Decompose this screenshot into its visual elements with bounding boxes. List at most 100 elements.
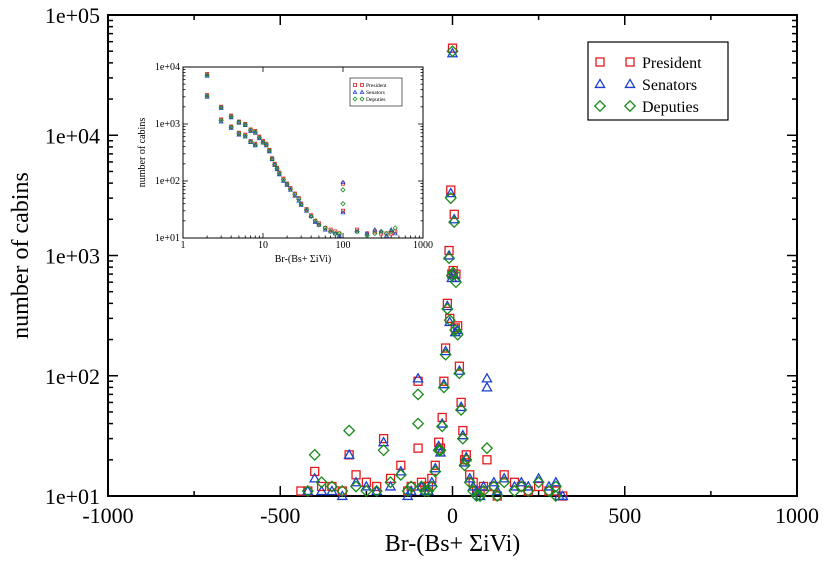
x-tick-label: 0 (447, 503, 458, 528)
inset-data-point-deputies (252, 129, 258, 135)
data-point-deputies (336, 484, 349, 498)
data-point-deputies (448, 215, 461, 229)
data-point-deputies (549, 489, 562, 503)
data-point-senators (412, 372, 424, 383)
data-point-senators (315, 485, 328, 496)
data-point-president (499, 470, 509, 480)
data-point-deputies (315, 476, 328, 489)
data-point-deputies (405, 480, 418, 493)
inset-data-point-president (372, 229, 377, 234)
data-point-senators (336, 490, 348, 501)
inset-data-point-senators (383, 232, 390, 238)
legend-marker-deputies (623, 99, 637, 113)
inset-legend-marker-senators (359, 89, 365, 94)
data-point-deputies (449, 323, 462, 337)
data-point-deputies (434, 444, 447, 457)
data-point-senators (515, 476, 528, 487)
inset-legend-marker-president (360, 83, 364, 87)
data-point-president (372, 481, 382, 492)
data-point-senators (457, 429, 469, 440)
legend-marker-senators (624, 78, 636, 89)
y-tick-label: 1e+04 (45, 123, 100, 148)
inset-data-point-president (328, 227, 333, 232)
inset-data-point-deputies (383, 230, 390, 237)
data-point-deputies (401, 484, 414, 498)
inset-data-point-senators (340, 179, 346, 185)
inset-data-point-deputies (280, 177, 287, 183)
data-point-deputies (360, 484, 373, 498)
inset-data-point-president (253, 141, 258, 146)
data-point-senators (308, 472, 321, 483)
data-point-deputies (473, 489, 487, 503)
data-point-deputies (454, 403, 468, 417)
data-point-deputies (394, 468, 407, 481)
y-tick-label: 1e+05 (45, 3, 100, 28)
data-point-deputies (453, 367, 466, 380)
data-point-deputies (308, 448, 321, 461)
inset-plot: 1 10 100 1000 1e+01 1e+02 1e+03 1e+04 Br-(Bs+ Σi… (137, 62, 433, 265)
inset-data-point-senators (378, 228, 384, 234)
data-point-deputies (477, 484, 490, 498)
inset-data-point-president (355, 227, 360, 232)
data-point-senators (477, 480, 490, 491)
inset-data-point-deputies (236, 130, 242, 137)
data-point-president (551, 486, 561, 496)
legend-marker-deputies (593, 99, 607, 113)
inset-legend-box (349, 77, 403, 107)
x-tick-label: 500 (608, 503, 641, 528)
data-point-senators (532, 472, 545, 483)
data-point-senators (550, 476, 562, 487)
data-point-deputies (415, 480, 428, 493)
y-tick-label: 1e+01 (45, 484, 100, 509)
data-point-president (492, 491, 502, 501)
inset-y-tick-label: 1e+03 (155, 119, 180, 130)
data-point-deputies (451, 328, 464, 341)
data-point-senators (326, 485, 338, 496)
data-point-senators (445, 187, 457, 198)
inset-data-point-deputies (372, 230, 378, 237)
data-point-president (461, 450, 471, 460)
inset-data-point-deputies (218, 104, 224, 111)
inset-data-point-president (379, 231, 384, 236)
inset-data-point-deputies (327, 228, 334, 235)
inset-data-point-senators (308, 213, 314, 219)
inset-data-point-deputies (378, 228, 384, 235)
data-point-senators (343, 448, 355, 459)
inset-data-point-deputies (204, 72, 210, 78)
data-point-president (439, 376, 449, 386)
data-point-president (544, 486, 554, 496)
data-point-deputies (444, 192, 457, 205)
inset-data-point-senators (332, 230, 338, 236)
data-point-senators (401, 490, 414, 501)
data-point-president (327, 481, 337, 492)
x-axis-title: Br-(Bs+ ΣiVi) (385, 531, 521, 557)
inset-series-deputies (204, 72, 398, 239)
inset-data-point-senators (354, 228, 360, 234)
data-point-deputies (491, 489, 504, 503)
data-point-senators (405, 485, 417, 496)
inset-data-point-deputies (247, 139, 254, 145)
inset-data-point-deputies (388, 228, 394, 235)
data-point-senators (498, 472, 510, 483)
series-deputies (301, 45, 562, 503)
data-point-president (523, 486, 533, 496)
data-point-deputies (377, 444, 390, 457)
inset-data-point-deputies (272, 161, 278, 168)
inset-x-tick-label: 1000 (413, 240, 433, 251)
inset-data-point-president (389, 231, 394, 236)
data-point-deputies (470, 489, 483, 503)
data-point-deputies (301, 484, 314, 498)
data-point-deputies (442, 252, 456, 265)
data-point-deputies (447, 266, 460, 279)
data-point-deputies (458, 459, 471, 472)
x-tick-label: -500 (260, 503, 300, 528)
inset-data-point-deputies (218, 117, 224, 124)
inset-data-point-senators (340, 209, 346, 215)
data-point-deputies (432, 444, 445, 457)
inset-data-point-deputies (228, 124, 234, 130)
inset-data-point-deputies (332, 230, 338, 237)
data-point-deputies (437, 381, 451, 394)
data-point-senators (439, 345, 452, 356)
data-point-senators (426, 476, 438, 487)
inset-data-point-deputies (274, 165, 280, 172)
